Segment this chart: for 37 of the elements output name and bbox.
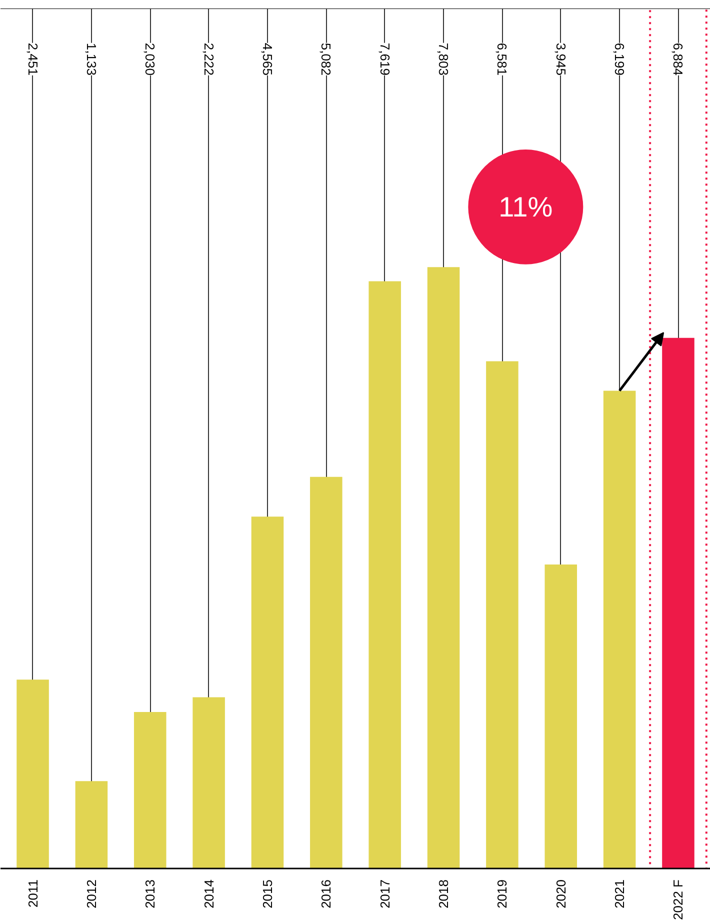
data-label: 7,619 <box>377 42 392 76</box>
x-tick-label: 2017 <box>377 880 392 908</box>
x-tick-label: 2018 <box>436 880 452 908</box>
data-label: 6,199 <box>612 42 628 76</box>
data-label: 5,082 <box>318 42 334 76</box>
x-tick-label: 2011 <box>25 879 40 908</box>
data-label: 6,581 <box>494 42 510 76</box>
bar <box>16 680 49 868</box>
bar <box>427 267 460 868</box>
bar <box>134 712 166 868</box>
bar <box>544 564 578 868</box>
data-label: 6,884 <box>670 42 686 76</box>
bar <box>486 361 518 868</box>
bar <box>310 476 342 868</box>
bar <box>75 781 108 868</box>
bar <box>368 281 401 868</box>
bar <box>603 390 636 868</box>
x-tick-label: 2016 <box>318 880 334 908</box>
x-tick-label: 2015 <box>260 880 275 908</box>
x-tick-label: 2022 F <box>670 879 686 920</box>
x-tick-label: 2020 <box>553 880 568 908</box>
data-label: 3,945 <box>553 42 568 76</box>
bar <box>251 516 284 868</box>
data-label: 1,133 <box>84 42 99 76</box>
data-label: 2,222 <box>201 42 216 76</box>
x-tick-label: 2021 <box>612 880 628 908</box>
data-label: 2,030 <box>142 42 158 76</box>
data-label: 4,565 <box>260 42 275 76</box>
x-tick-label: 2014 <box>201 880 216 908</box>
data-label: 7,803 <box>436 42 452 76</box>
bar <box>192 697 225 868</box>
x-tick-label: 2012 <box>84 880 99 908</box>
bar <box>662 338 694 868</box>
data-label: 2,451 <box>25 42 40 76</box>
x-tick-label: 2013 <box>142 880 158 908</box>
text: 11% <box>498 191 553 222</box>
x-tick-label: 2019 <box>494 880 510 908</box>
